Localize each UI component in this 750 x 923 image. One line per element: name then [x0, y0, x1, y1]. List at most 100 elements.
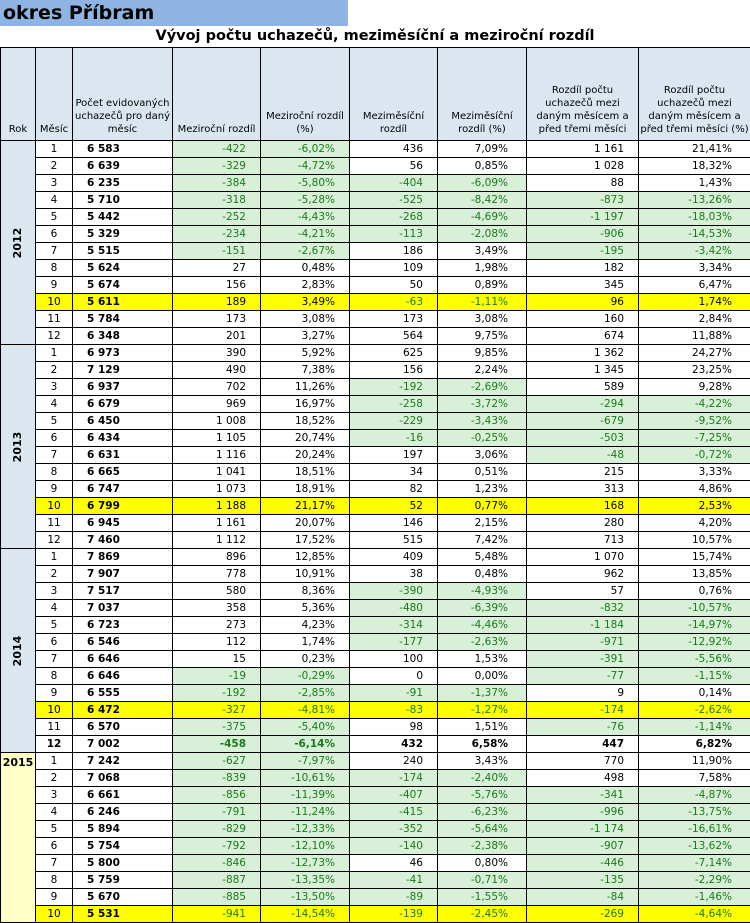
yoy-cell: 273: [173, 617, 261, 634]
mom-pct-cell: -2,45%: [438, 906, 527, 923]
mom-pct-cell: -5,64%: [438, 821, 527, 838]
month-cell: 2: [36, 158, 73, 175]
count-cell: 5 442: [73, 209, 173, 226]
yoy-pct-cell: -0,29%: [261, 668, 350, 685]
count-cell: 5 674: [73, 277, 173, 294]
mom-pct-cell: -3,72%: [438, 396, 527, 413]
q3-cell: 1 028: [527, 158, 639, 175]
mom-pct-cell: 9,85%: [438, 345, 527, 362]
mom-pct-cell: -0,25%: [438, 430, 527, 447]
q3-pct-cell: -10,57%: [639, 600, 750, 617]
yoy-cell: 156: [173, 277, 261, 294]
mom-cell: -63: [350, 294, 438, 311]
yoy-pct-cell: 3,08%: [261, 311, 350, 328]
mom-cell: -390: [350, 583, 438, 600]
yoy-pct-cell: 10,91%: [261, 566, 350, 583]
q3-cell: -77: [527, 668, 639, 685]
yoy-cell: 778: [173, 566, 261, 583]
yoy-cell: -887: [173, 872, 261, 889]
count-cell: 7 869: [73, 549, 173, 566]
yoy-pct-cell: 3,49%: [261, 294, 350, 311]
q3-pct-cell: -1,15%: [639, 668, 750, 685]
q3-pct-cell: -12,92%: [639, 634, 750, 651]
q3-pct-cell: 1,43%: [639, 175, 750, 192]
count-cell: 6 661: [73, 787, 173, 804]
q3-pct-cell: -4,22%: [639, 396, 750, 413]
mom-pct-cell: -6,23%: [438, 804, 527, 821]
month-cell: 6: [36, 838, 73, 855]
q3-cell: -679: [527, 413, 639, 430]
q3-cell: -1 184: [527, 617, 639, 634]
count-cell: 7 068: [73, 770, 173, 787]
month-cell: 4: [36, 396, 73, 413]
q3-cell: -1 174: [527, 821, 639, 838]
yoy-pct-cell: 20,24%: [261, 447, 350, 464]
month-cell: 1: [36, 753, 73, 770]
count-cell: 5 754: [73, 838, 173, 855]
q3-cell: 713: [527, 532, 639, 549]
yoy-cell: 27: [173, 260, 261, 277]
month-cell: 5: [36, 821, 73, 838]
q3-cell: 88: [527, 175, 639, 192]
month-cell: 2: [36, 566, 73, 583]
count-cell: 6 555: [73, 685, 173, 702]
yoy-cell: -375: [173, 719, 261, 736]
yoy-pct-cell: 20,74%: [261, 430, 350, 447]
month-cell: 1: [36, 141, 73, 158]
count-cell: 6 450: [73, 413, 173, 430]
mom-pct-cell: -0,71%: [438, 872, 527, 889]
mom-cell: -480: [350, 600, 438, 617]
count-cell: 7 037: [73, 600, 173, 617]
q3-pct-cell: 6,82%: [639, 736, 750, 753]
yoy-cell: -327: [173, 702, 261, 719]
q3-pct-cell: 4,20%: [639, 515, 750, 532]
q3-cell: 345: [527, 277, 639, 294]
mom-pct-cell: -1,27%: [438, 702, 527, 719]
yoy-pct-cell: -6,14%: [261, 736, 350, 753]
mom-cell: -89: [350, 889, 438, 906]
yoy-cell: -839: [173, 770, 261, 787]
q3-pct-cell: 10,57%: [639, 532, 750, 549]
count-cell: 6 747: [73, 481, 173, 498]
yoy-pct-cell: 12,85%: [261, 549, 350, 566]
year-cell: 2012: [1, 141, 36, 345]
yoy-pct-cell: 7,38%: [261, 362, 350, 379]
count-cell: 6 570: [73, 719, 173, 736]
q3-cell: 1 345: [527, 362, 639, 379]
yoy-cell: -941: [173, 906, 261, 923]
yoy-pct-cell: 5,92%: [261, 345, 350, 362]
q3-cell: 168: [527, 498, 639, 515]
count-cell: 5 759: [73, 872, 173, 889]
count-cell: 6 546: [73, 634, 173, 651]
q3-pct-cell: 24,27%: [639, 345, 750, 362]
count-cell: 5 515: [73, 243, 173, 260]
count-cell: 6 679: [73, 396, 173, 413]
mom-cell: 240: [350, 753, 438, 770]
month-cell: 4: [36, 600, 73, 617]
q3-cell: 498: [527, 770, 639, 787]
yoy-pct-cell: -5,80%: [261, 175, 350, 192]
yoy-cell: 1 105: [173, 430, 261, 447]
yoy-pct-cell: 11,26%: [261, 379, 350, 396]
month-cell: 9: [36, 277, 73, 294]
q3-cell: 182: [527, 260, 639, 277]
mom-pct-cell: 0,89%: [438, 277, 527, 294]
mom-pct-cell: 0,85%: [438, 158, 527, 175]
mom-pct-cell: 1,23%: [438, 481, 527, 498]
mom-pct-cell: -2,63%: [438, 634, 527, 651]
mom-cell: 146: [350, 515, 438, 532]
yoy-pct-cell: 1,74%: [261, 634, 350, 651]
count-cell: 6 646: [73, 651, 173, 668]
q3-pct-cell: -13,26%: [639, 192, 750, 209]
q3-pct-cell: -18,03%: [639, 209, 750, 226]
month-cell: 2: [36, 362, 73, 379]
